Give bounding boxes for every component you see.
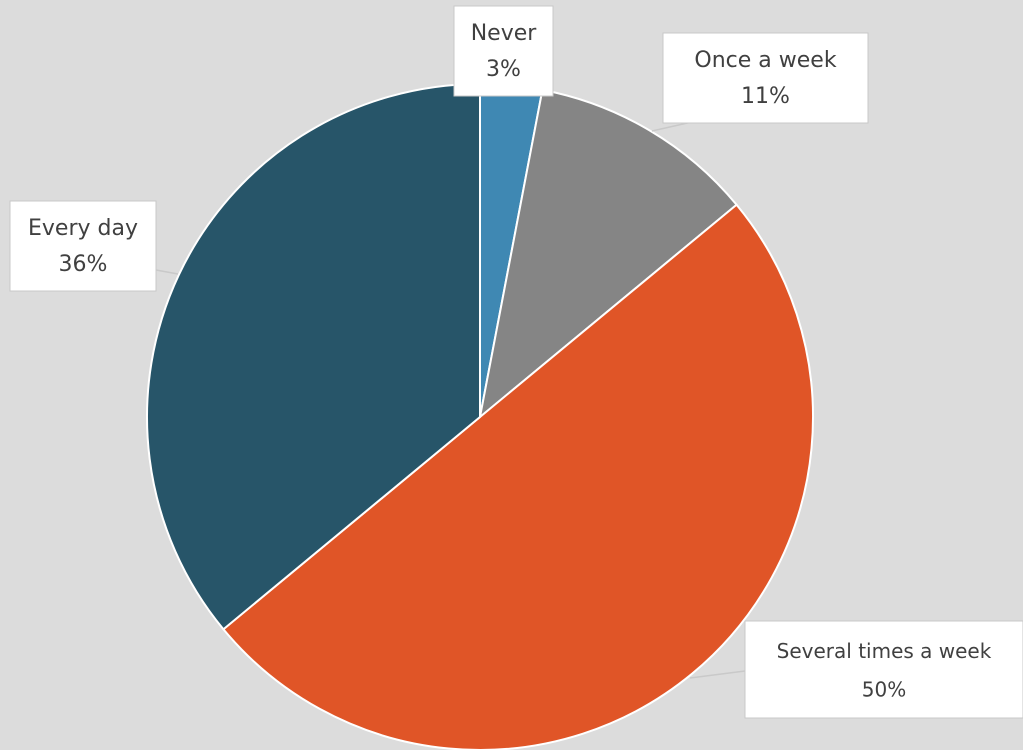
pie-slice-once-a-week bbox=[478, 88, 738, 420]
data-labels-layer: Never 3% Once a week 11% Several times a wee… bbox=[9, 5, 1023, 719]
data-label-category: Never bbox=[471, 21, 538, 46]
data-label-several-times-a-week: Several times a week 50% bbox=[744, 620, 1023, 719]
data-label-once-a-week: Once a week 11% bbox=[662, 32, 869, 124]
pie-slice-every-day bbox=[146, 82, 481, 631]
data-label-box bbox=[662, 32, 869, 124]
data-label-every-day: Every day 36% bbox=[9, 200, 157, 292]
slices-layer bbox=[146, 82, 814, 750]
data-label-box bbox=[744, 620, 1023, 719]
data-label-category: Every day bbox=[28, 216, 138, 241]
data-label-category: Once a week bbox=[694, 48, 836, 73]
data-label-box bbox=[9, 200, 157, 292]
leader-line-several-times-a-week bbox=[689, 670, 746, 679]
data-label-percent: 3% bbox=[486, 57, 521, 82]
data-label-never: Never 3% bbox=[453, 5, 554, 97]
data-label-category: Several times a week bbox=[777, 639, 992, 663]
leader-line-every-day bbox=[155, 269, 179, 275]
data-label-percent: 11% bbox=[741, 84, 790, 109]
data-label-box bbox=[453, 5, 554, 97]
pie-slice-several-times-a-week bbox=[222, 203, 814, 750]
data-label-percent: 50% bbox=[862, 678, 906, 702]
data-label-percent: 36% bbox=[59, 252, 108, 277]
